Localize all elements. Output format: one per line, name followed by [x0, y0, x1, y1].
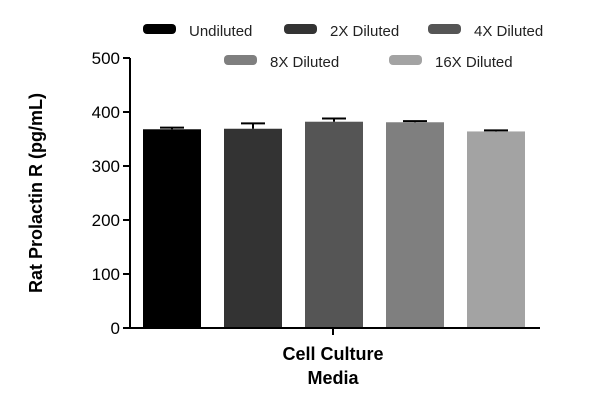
x-axis-title-line-2: Media: [307, 368, 359, 388]
legend-label: 16X Diluted: [435, 54, 513, 71]
legend: Undiluted 2X Diluted 4X Diluted 8X Diluted 1…: [143, 23, 543, 71]
legend-label: 8X Diluted: [270, 54, 339, 71]
legend-swatch: [284, 24, 317, 34]
y-axis-title: Rat Prolactin R (pg/mL): [26, 93, 46, 293]
y-axis: 0 100 200 300 400 500: [92, 49, 131, 338]
bar: [143, 129, 201, 328]
bars-group: [143, 117, 525, 328]
y-tick-label: 400: [92, 103, 120, 122]
legend-swatch: [143, 24, 176, 34]
bar: [305, 121, 363, 328]
bar: [386, 122, 444, 328]
x-axis: [130, 327, 540, 335]
legend-swatch: [224, 55, 257, 65]
legend-label: Undiluted: [189, 23, 252, 40]
y-tick-label: 100: [92, 265, 120, 284]
bar: [467, 131, 525, 328]
y-tick-label: 300: [92, 157, 120, 176]
y-tick-label: 500: [92, 49, 120, 68]
legend-label: 4X Diluted: [474, 23, 543, 40]
y-tick-label: 200: [92, 211, 120, 230]
legend-swatch: [389, 55, 422, 65]
y-tick-label: 0: [111, 319, 120, 338]
bar: [224, 128, 282, 328]
legend-label: 2X Diluted: [330, 23, 399, 40]
legend-swatch: [428, 24, 461, 34]
x-axis-title-line-1: Cell Culture: [282, 344, 383, 364]
